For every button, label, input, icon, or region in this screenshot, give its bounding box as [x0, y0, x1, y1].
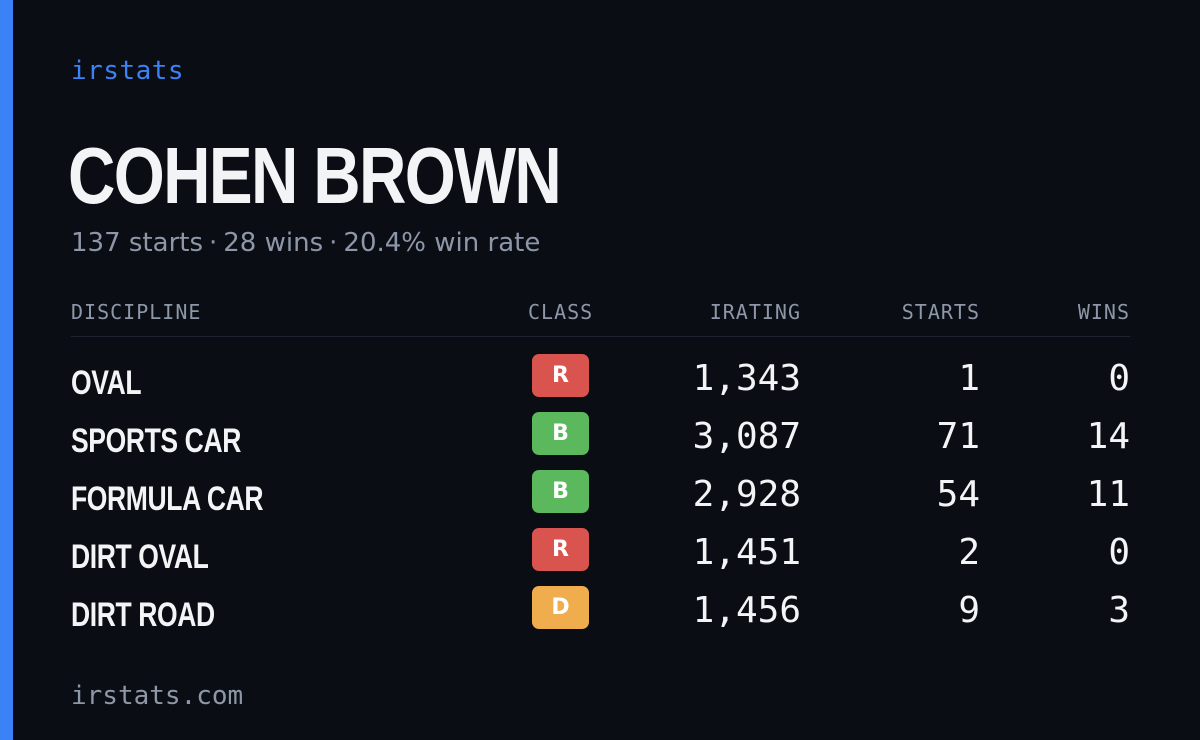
header-discipline: DISCIPLINE — [71, 300, 202, 324]
discipline-label: DIRT OVAL — [71, 538, 209, 576]
wins-value: 3 — [1108, 590, 1130, 631]
class-badge: B — [532, 470, 589, 513]
irating-value: 1,456 — [692, 590, 801, 631]
discipline-label: OVAL — [71, 364, 142, 402]
starts-value: 71 — [936, 416, 980, 457]
summary-win-rate: 20.4% win rate — [343, 228, 541, 258]
header-class: CLASS — [528, 300, 594, 324]
table-header: DISCIPLINE CLASS IRATING STARTS WINS — [71, 300, 1130, 337]
starts-value: 2 — [958, 532, 980, 573]
irating-value: 2,928 — [692, 474, 801, 515]
footer-url[interactable]: irstats.com — [71, 681, 244, 711]
table-row: DIRT OVAL R 1,451 2 0 — [71, 526, 1130, 584]
summary-wins: 28 wins — [223, 228, 324, 258]
wins-value: 0 — [1108, 358, 1130, 399]
wins-value: 11 — [1086, 474, 1130, 515]
starts-value: 1 — [958, 358, 980, 399]
discipline-label: FORMULA CAR — [71, 480, 264, 518]
class-badge: R — [532, 354, 589, 397]
discipline-label: DIRT ROAD — [71, 596, 215, 634]
table-row: DIRT ROAD D 1,456 9 3 — [71, 584, 1130, 642]
class-badge: D — [532, 586, 589, 629]
table-row: OVAL R 1,343 1 0 — [71, 352, 1130, 410]
accent-bar — [0, 0, 13, 740]
summary-starts: 137 starts — [71, 228, 203, 258]
header-wins: WINS — [1077, 300, 1130, 324]
player-summary: 137 starts · 28 wins · 20.4% win rate — [71, 228, 540, 258]
stats-table: OVAL R 1,343 1 0 SPORTS CAR B 3,087 71 1… — [71, 352, 1130, 642]
irating-value: 1,451 — [692, 532, 801, 573]
brand-logo: irstats — [71, 56, 185, 86]
summary-separator: · — [209, 228, 218, 258]
summary-separator: · — [329, 228, 338, 258]
header-starts: STARTS — [901, 300, 980, 324]
class-badge: B — [532, 412, 589, 455]
discipline-label: SPORTS CAR — [71, 422, 241, 460]
irating-value: 1,343 — [692, 358, 801, 399]
class-badge: R — [532, 528, 589, 571]
starts-value: 9 — [958, 590, 980, 631]
starts-value: 54 — [936, 474, 980, 515]
wins-value: 14 — [1086, 416, 1130, 457]
table-row: FORMULA CAR B 2,928 54 11 — [71, 468, 1130, 526]
wins-value: 0 — [1108, 532, 1130, 573]
player-name: COHEN BROWN — [68, 131, 562, 220]
irating-value: 3,087 — [692, 416, 801, 457]
header-irating: IRATING — [709, 300, 801, 324]
table-row: SPORTS CAR B 3,087 71 14 — [71, 410, 1130, 468]
